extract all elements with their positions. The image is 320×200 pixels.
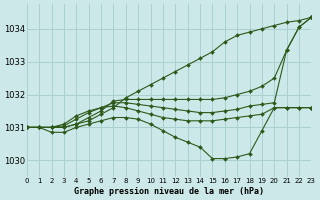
X-axis label: Graphe pression niveau de la mer (hPa): Graphe pression niveau de la mer (hPa) <box>74 187 264 196</box>
